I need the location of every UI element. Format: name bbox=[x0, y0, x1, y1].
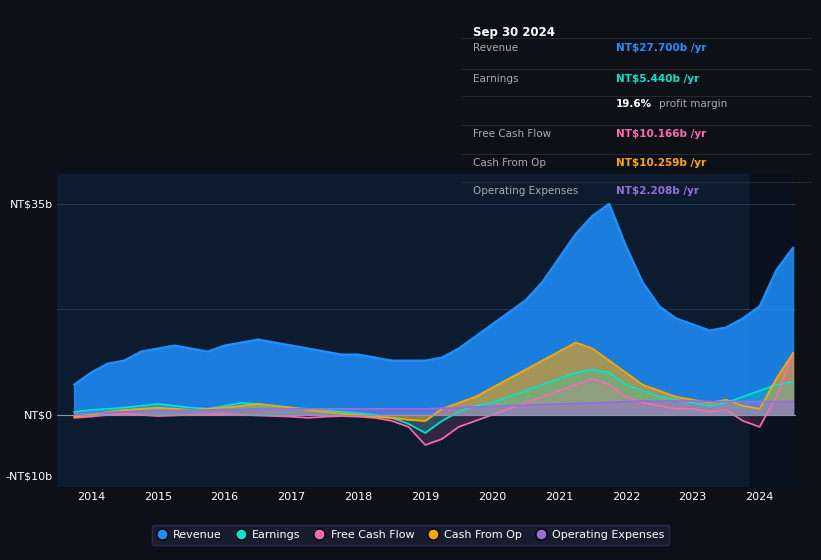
Text: NT$10.259b /yr: NT$10.259b /yr bbox=[616, 158, 706, 169]
Text: Cash From Op: Cash From Op bbox=[473, 158, 546, 169]
Text: Earnings: Earnings bbox=[473, 73, 518, 83]
Text: NT$2.208b /yr: NT$2.208b /yr bbox=[616, 186, 699, 196]
Text: profit margin: profit margin bbox=[659, 99, 727, 109]
Text: 19.6%: 19.6% bbox=[616, 99, 652, 109]
Text: Free Cash Flow: Free Cash Flow bbox=[473, 129, 551, 139]
Text: Operating Expenses: Operating Expenses bbox=[473, 186, 578, 196]
Legend: Revenue, Earnings, Free Cash Flow, Cash From Op, Operating Expenses: Revenue, Earnings, Free Cash Flow, Cash … bbox=[152, 525, 669, 545]
Text: Revenue: Revenue bbox=[473, 43, 518, 53]
Bar bbox=[750, 174, 796, 487]
Text: Sep 30 2024: Sep 30 2024 bbox=[473, 26, 555, 39]
Text: NT$27.700b /yr: NT$27.700b /yr bbox=[616, 43, 706, 53]
Text: NT$10.166b /yr: NT$10.166b /yr bbox=[616, 129, 706, 139]
Text: NT$5.440b /yr: NT$5.440b /yr bbox=[616, 73, 699, 83]
